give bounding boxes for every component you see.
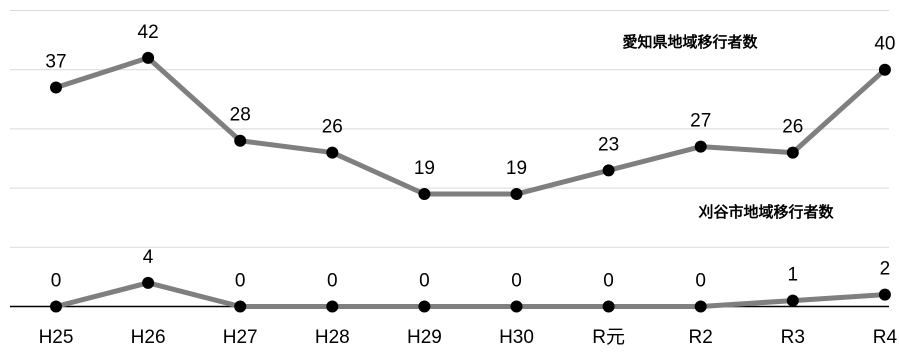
data-label: 23 <box>598 134 619 155</box>
x-tick-label: R元 <box>592 327 625 348</box>
data-label: 1 <box>788 265 799 286</box>
data-point <box>694 140 707 153</box>
x-tick-label: H26 <box>131 327 166 348</box>
x-tick-label: H27 <box>223 327 258 348</box>
data-point <box>50 300 62 313</box>
data-label: 0 <box>419 271 430 292</box>
series-line <box>53 280 888 309</box>
data-label: 19 <box>414 158 435 179</box>
x-tick-label: R2 <box>689 327 713 348</box>
data-point <box>786 146 799 159</box>
data-point <box>234 134 247 147</box>
data-point <box>878 63 891 76</box>
x-tick-label: H30 <box>499 327 534 348</box>
data-label: 2 <box>880 259 891 280</box>
gridlines <box>10 10 889 248</box>
data-point <box>418 188 431 201</box>
data-label: 0 <box>235 271 246 292</box>
data-label: 0 <box>327 271 338 292</box>
data-label: 0 <box>511 271 522 292</box>
data-label: 4 <box>143 247 154 268</box>
series-name-label: 愛知県地域移行者数 <box>622 33 758 51</box>
data-label: 40 <box>874 34 895 55</box>
data-point <box>142 276 155 289</box>
data-point <box>50 81 62 94</box>
data-label: 37 <box>45 51 66 72</box>
data-point <box>694 300 707 313</box>
data-point <box>142 51 155 64</box>
data-point <box>510 300 523 313</box>
series-name-label: 刈谷市地域移行者数 <box>698 203 834 221</box>
data-label: 26 <box>782 117 803 138</box>
data-point <box>786 294 799 307</box>
data-point <box>418 300 431 313</box>
data-point <box>326 146 339 159</box>
x-tick-label: H25 <box>39 327 74 348</box>
data-label: 27 <box>690 111 711 132</box>
data-label: 28 <box>230 105 251 126</box>
data-label: 26 <box>322 117 343 138</box>
x-tick-label: H28 <box>315 327 350 348</box>
data-label: 42 <box>138 22 159 43</box>
series-line <box>53 55 888 197</box>
data-label: 19 <box>506 158 527 179</box>
data-point <box>326 300 339 313</box>
x-tick-label: H29 <box>407 327 442 348</box>
data-label: 0 <box>603 271 614 292</box>
data-point <box>602 300 615 313</box>
data-point <box>602 164 615 177</box>
x-tick-label: R4 <box>873 327 898 348</box>
data-label: 0 <box>51 271 62 292</box>
x-tick-labels: H25 H26 H27 H28 H29 H30 R元 R2 R3 R4 <box>39 327 898 348</box>
x-tick-label: R3 <box>781 327 805 348</box>
data-point <box>234 300 247 313</box>
data-label: 0 <box>695 271 706 292</box>
data-point <box>878 288 891 301</box>
data-point <box>510 188 523 201</box>
